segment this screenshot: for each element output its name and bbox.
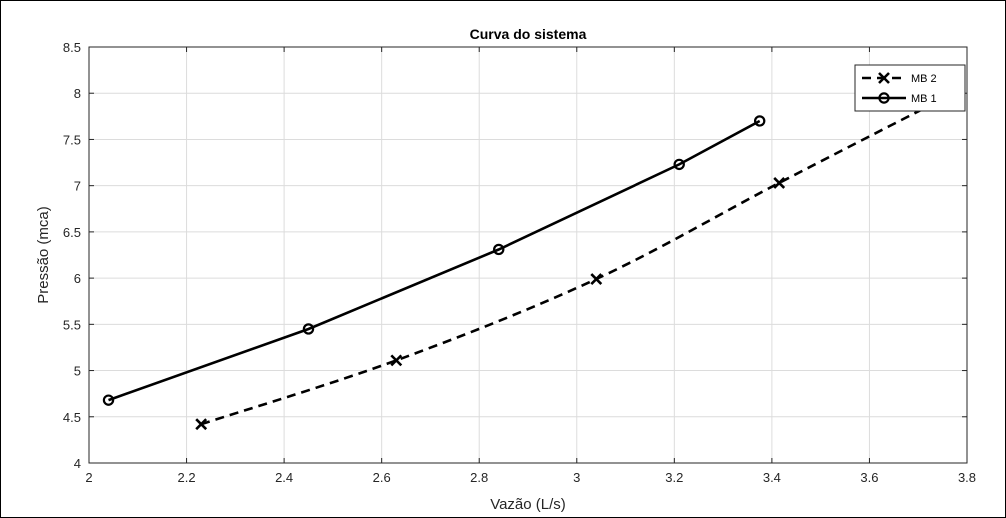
legend: MB 2 MB 1	[854, 64, 966, 112]
legend-entry: MB 2	[862, 72, 937, 85]
marker-stroke	[390, 354, 403, 367]
series-group	[102, 85, 964, 431]
series-line	[108, 119, 761, 402]
x-tick-label: 3.4	[763, 470, 781, 485]
legend-label: MB 1	[911, 93, 937, 105]
series-line	[200, 90, 958, 426]
marker-stroke	[195, 418, 208, 431]
data-point	[673, 158, 685, 171]
x-tick-label: 2.2	[178, 470, 196, 485]
y-tick-label: 8.5	[63, 40, 81, 55]
x-tick-label: 3.2	[665, 470, 683, 485]
x-tick-label: 3.6	[860, 470, 878, 485]
data-point	[195, 418, 208, 431]
data-point	[390, 354, 403, 367]
y-tick-label: 8	[74, 86, 81, 101]
plot-area	[88, 46, 968, 464]
legend-entry: MB 1	[862, 92, 937, 105]
legend-marker	[878, 72, 890, 84]
data-point	[753, 115, 766, 127]
x-tick-label: 2.6	[373, 470, 391, 485]
legend-label: MB 2	[911, 73, 937, 85]
marker-stroke	[773, 176, 786, 189]
data-point	[302, 323, 315, 335]
x-tick-label: 2.8	[470, 470, 488, 485]
series-mb-1	[102, 115, 766, 406]
data-point	[773, 176, 786, 189]
marker-stroke	[590, 273, 603, 285]
grid	[88, 46, 968, 464]
data-point	[590, 273, 603, 285]
y-tick-label: 6.5	[63, 225, 81, 240]
y-tick-label: 7.5	[63, 132, 81, 147]
marker-stroke	[878, 72, 890, 84]
x-axis-label: Vazão (L/s)	[490, 496, 566, 513]
x-tick-label: 3.8	[958, 470, 976, 485]
y-tick-label: 5	[74, 364, 81, 379]
x-tick-label: 2.4	[275, 470, 293, 485]
chart-title: Curva do sistema	[470, 26, 587, 42]
x-tick-label: 2	[85, 470, 92, 485]
x-tick-label: 3	[573, 470, 580, 485]
axis-ticks: 2 2.2 2.4 2.6 2.8 3 3.2 3.4 3.6 3.8 4 4.5 5 5.5 6 6.5 7 7…	[63, 40, 976, 485]
data-point	[493, 243, 505, 256]
y-tick-label: 4	[74, 456, 81, 471]
y-tick-label: 5.5	[63, 317, 81, 332]
series-mb-2	[195, 85, 964, 431]
y-tick-label: 6	[74, 271, 81, 286]
y-axis-label: Pressão (mca)	[35, 206, 52, 304]
y-tick-label: 7	[74, 179, 81, 194]
legend-box	[854, 64, 966, 112]
data-point	[102, 394, 115, 406]
legend-marker	[878, 92, 890, 104]
y-tick-label: 4.5	[63, 410, 81, 425]
